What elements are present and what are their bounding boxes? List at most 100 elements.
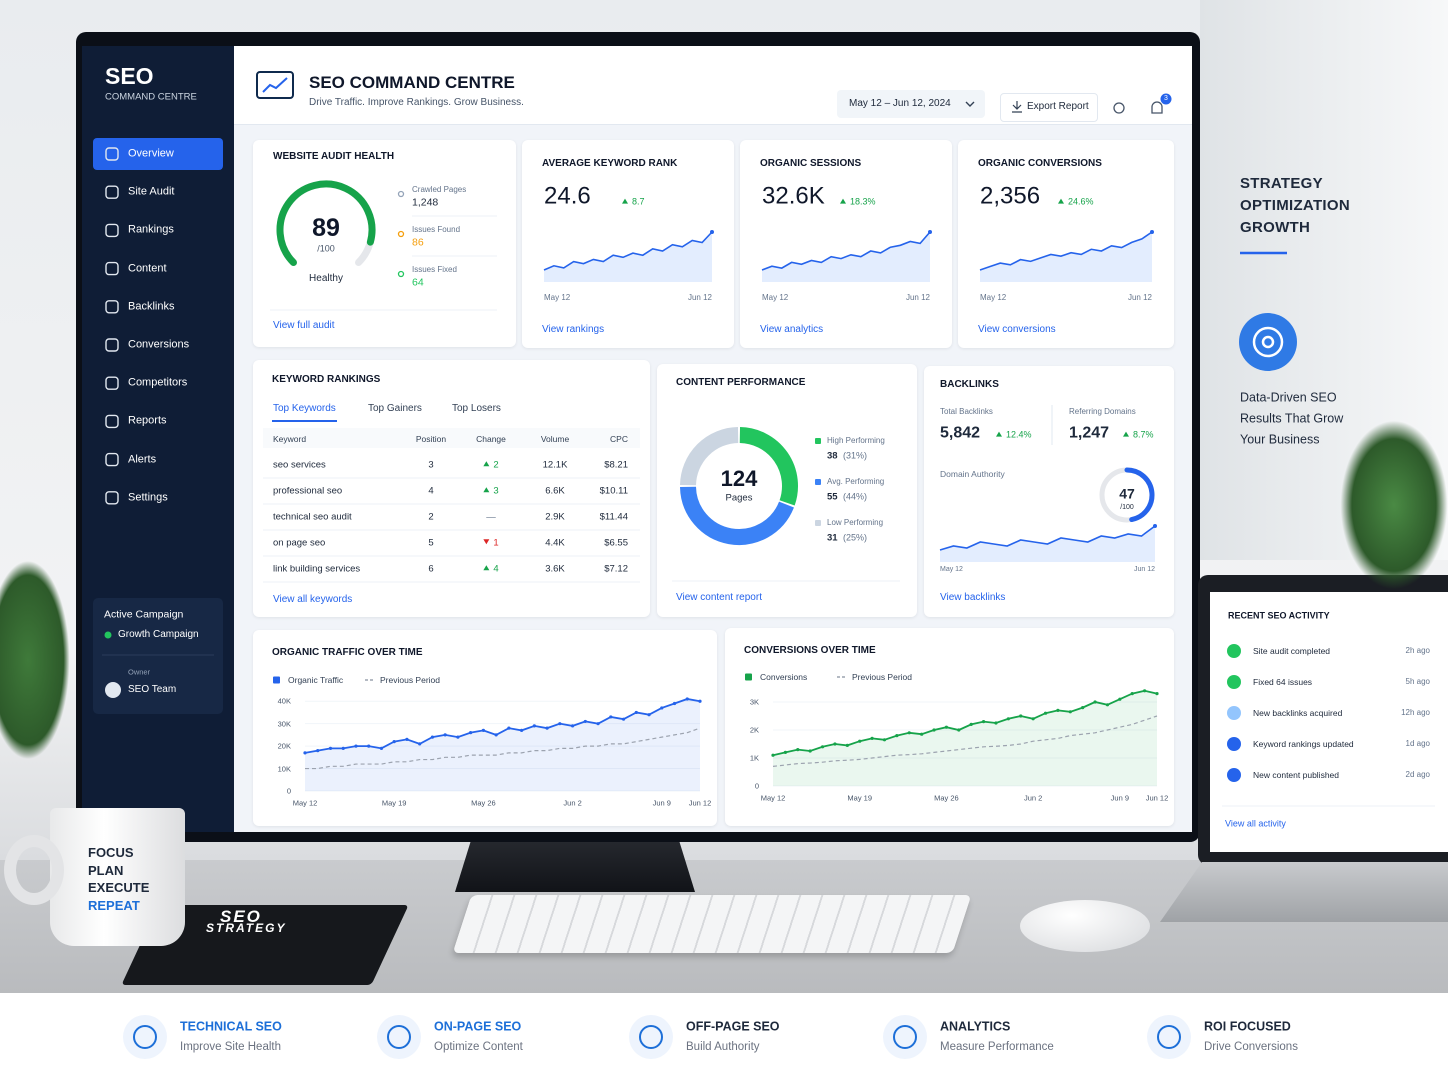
- link[interactable]: View all activity: [1225, 818, 1286, 829]
- mug-text: FOCUS: [88, 845, 134, 861]
- table-cell: 6.6K: [545, 485, 565, 497]
- activity-text: Site audit completed: [1253, 645, 1331, 656]
- promo-tagline: Results That Grow: [1240, 411, 1344, 426]
- activity-icon: [1227, 706, 1241, 720]
- nav-item[interactable]: Conversions: [128, 338, 190, 351]
- sparkline-end: [1153, 524, 1157, 528]
- link[interactable]: View backlinks: [940, 592, 1006, 603]
- point: [981, 720, 986, 724]
- nav-item[interactable]: Site Audit: [128, 185, 175, 198]
- x-label: Jun 12: [687, 293, 712, 303]
- nav-item[interactable]: Reports: [128, 414, 167, 427]
- mouse: [1020, 900, 1150, 952]
- point: [698, 699, 702, 703]
- x-tick-label: Jun 2: [563, 798, 582, 808]
- point: [430, 735, 435, 739]
- nav-item[interactable]: Overview: [128, 147, 174, 160]
- point: [596, 722, 600, 726]
- table-cell: 3.6K: [545, 563, 565, 575]
- tab[interactable]: Top Gainers: [368, 403, 422, 414]
- plant: [0, 560, 70, 760]
- activity-time: 12h ago: [1401, 708, 1430, 718]
- table-cell: 2.9K: [545, 511, 565, 523]
- feature-icon-bg: [883, 1015, 927, 1059]
- x-label: May 12: [544, 293, 571, 303]
- stat-value: 64: [412, 276, 424, 289]
- link[interactable]: View conversions: [978, 324, 1056, 335]
- keywords-card: [253, 360, 650, 617]
- tab[interactable]: Top Keywords: [273, 403, 336, 414]
- table-cell: 5: [428, 537, 434, 549]
- sparkline-area: [980, 232, 1152, 282]
- gauge-value: [276, 180, 376, 267]
- export-label[interactable]: Export Report: [1027, 101, 1089, 112]
- link[interactable]: View content report: [676, 592, 762, 603]
- legend-label: Conversions: [760, 671, 808, 682]
- card-title: ORGANIC CONVERSIONS: [978, 158, 1102, 169]
- x-tick-label: May 19: [847, 793, 873, 803]
- donut-total-label: Pages: [725, 492, 753, 504]
- legend-label: Previous Period: [852, 671, 913, 682]
- table-cell: 2: [428, 511, 434, 523]
- point: [354, 744, 358, 748]
- activity-icon: [1227, 768, 1241, 782]
- feature-icon: [893, 1025, 917, 1049]
- point: [392, 740, 396, 744]
- point: [1056, 708, 1060, 713]
- kpi-value: 32.6K: [762, 182, 825, 210]
- y-tick-label: 20K: [277, 741, 291, 751]
- link[interactable]: View full audit: [273, 320, 335, 331]
- series-line: [772, 715, 1158, 767]
- link[interactable]: View rankings: [542, 324, 605, 335]
- nav-item[interactable]: Competitors: [128, 376, 188, 389]
- point: [994, 721, 998, 725]
- point: [481, 728, 485, 733]
- point: [443, 733, 447, 737]
- point: [456, 735, 460, 739]
- card-title: BACKLINKS: [940, 379, 999, 390]
- point: [685, 697, 689, 701]
- nav-item[interactable]: Content: [128, 262, 167, 274]
- nav-item[interactable]: Alerts: [128, 453, 157, 465]
- legend-percent: (31%): [843, 450, 868, 461]
- date-picker[interactable]: [837, 90, 985, 118]
- nav-icon: [105, 376, 119, 390]
- mug: [50, 808, 185, 946]
- date-range[interactable]: May 12 – Jun 12, 2024: [849, 98, 951, 109]
- nav-item[interactable]: Settings: [128, 491, 168, 504]
- stat-value: 86: [412, 236, 424, 249]
- table-cell: 4.4K: [545, 537, 565, 549]
- promo-tagline: Data-Driven SEO: [1240, 390, 1337, 405]
- point: [783, 750, 787, 755]
- point: [969, 722, 973, 727]
- stat-dot: [397, 270, 405, 278]
- activity-time: 5h ago: [1405, 677, 1430, 687]
- refresh-icon: [1113, 102, 1125, 114]
- change-arrow: [622, 198, 628, 204]
- x-tick-label: May 26: [471, 798, 496, 808]
- legend-swatch: [815, 438, 821, 444]
- point: [558, 722, 562, 726]
- nav-item[interactable]: Rankings: [128, 223, 174, 236]
- nav-item[interactable]: Backlinks: [128, 300, 175, 313]
- stat-change: 8.7%: [1123, 430, 1154, 441]
- link[interactable]: View all keywords: [273, 594, 353, 605]
- point: [882, 738, 887, 742]
- link[interactable]: View analytics: [760, 324, 824, 335]
- panel-title: RECENT SEO ACTIVITY: [1228, 610, 1330, 621]
- point: [660, 706, 664, 710]
- audit-card: [253, 140, 516, 347]
- point: [1031, 717, 1035, 721]
- promo-icon-ring: [1252, 326, 1284, 358]
- column-header: CPC: [610, 433, 628, 444]
- table-cell: 3: [483, 485, 499, 496]
- owner-label: Owner: [128, 667, 151, 677]
- promo-tagline: Your Business: [1240, 432, 1320, 447]
- table-cell: 3: [428, 459, 434, 471]
- feature-title: ROI FOCUSED: [1204, 1019, 1291, 1034]
- x-tick-label: May 12: [292, 798, 318, 808]
- tab[interactable]: Top Losers: [452, 403, 501, 414]
- plant-right: [1340, 420, 1448, 590]
- point: [1006, 717, 1010, 721]
- x-tick-label: Jun 12: [688, 798, 712, 808]
